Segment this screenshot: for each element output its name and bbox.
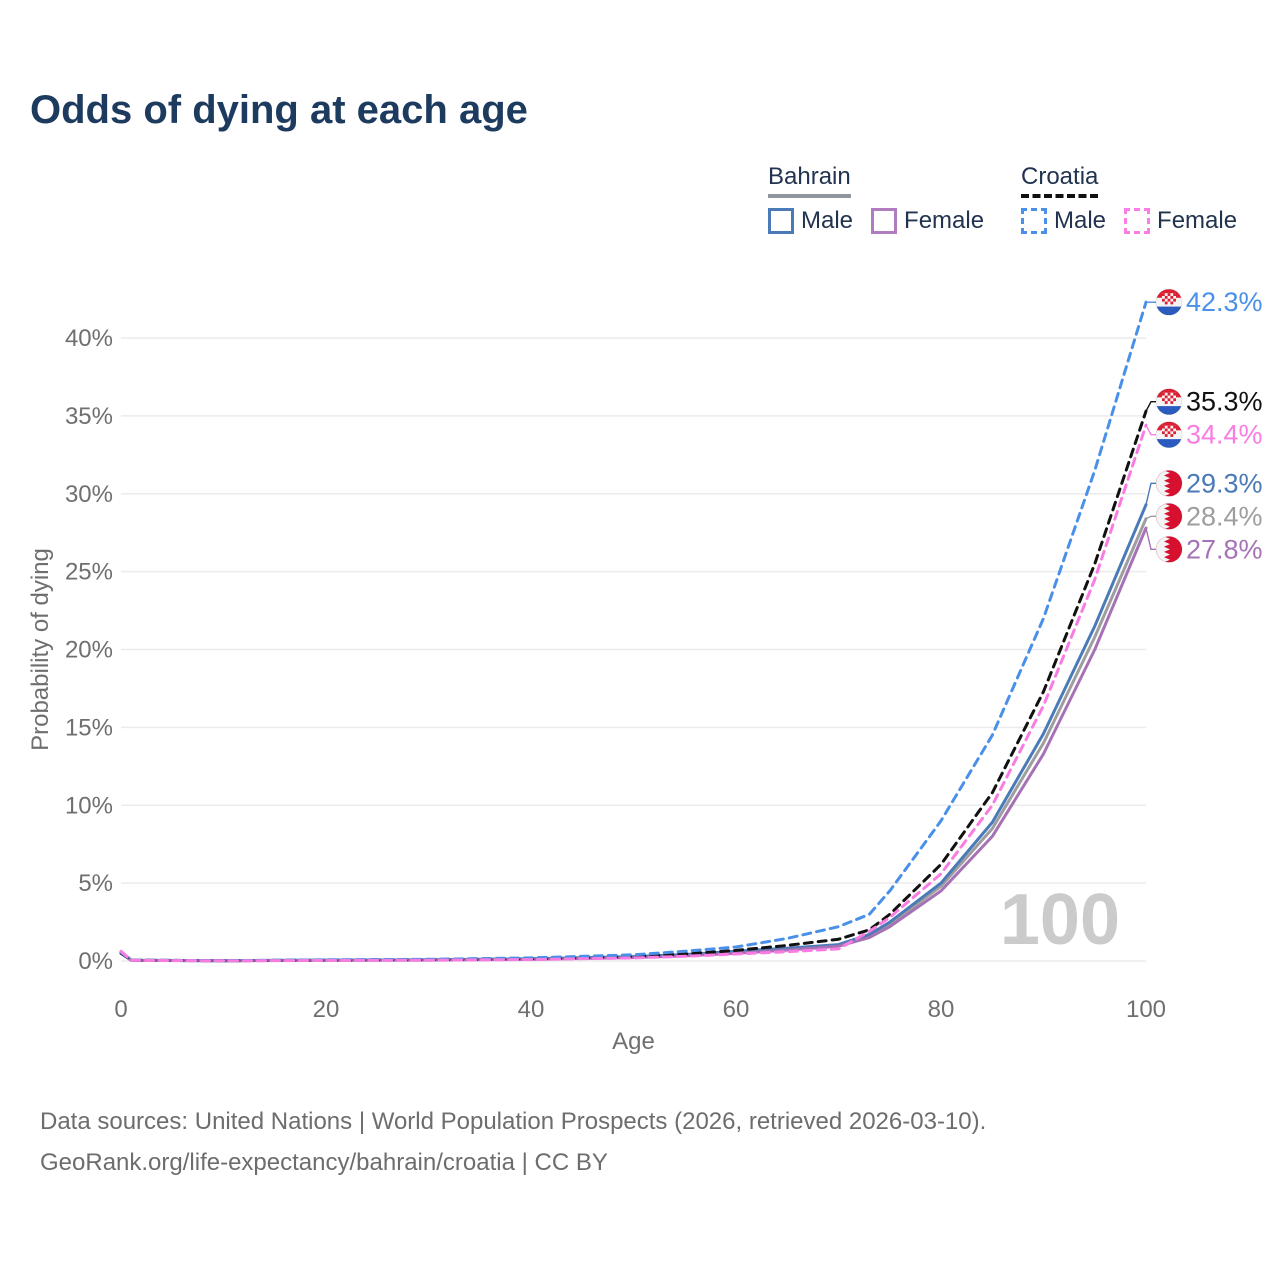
legend-item-croatia-male[interactable]: Male <box>1021 207 1106 235</box>
flag-croatia-icon <box>1155 388 1183 416</box>
x-axis-title: Age <box>612 1028 655 1055</box>
legend-group-bahrain: Bahrain Male Female <box>768 163 1002 235</box>
legend-header-bahrain[interactable]: Bahrain <box>768 163 851 198</box>
y-tick-label: 5% <box>78 870 113 897</box>
label-leader-line <box>1145 482 1156 505</box>
legend-row-croatia: Male Female <box>1021 207 1255 235</box>
flag-croatia-icon <box>1155 421 1183 449</box>
bahrain-female-swatch-icon <box>871 208 898 234</box>
x-tick-label: 0 <box>114 996 127 1023</box>
series-line-bahrain-total[interactable] <box>119 517 1148 963</box>
flag-bahrain-icon <box>1155 469 1183 497</box>
end-value-label: 27.8% <box>1186 534 1263 564</box>
end-value-label: 35.3% <box>1186 387 1263 417</box>
bahrain-male-swatch-icon <box>768 208 794 234</box>
data-sources-line: Data sources: United Nations | World Pop… <box>40 1108 987 1135</box>
y-tick-label: 25% <box>65 559 113 586</box>
label-leader-line <box>1145 401 1156 412</box>
legend-label-bahrain-male: Male <box>801 207 854 234</box>
x-tick-label: 100 <box>1126 996 1166 1023</box>
croatia-female-swatch-icon <box>1124 208 1151 234</box>
y-axis-title: Probability of dying <box>27 548 54 751</box>
end-value-label: 29.3% <box>1186 468 1263 498</box>
page-title: Odds of dying at each age <box>30 88 528 132</box>
y-tick-label: 10% <box>65 792 113 819</box>
flag-croatia-icon <box>1155 288 1183 316</box>
series-line-bahrain-female[interactable] <box>119 526 1148 963</box>
x-tick-label: 80 <box>928 996 955 1023</box>
legend-item-croatia-female[interactable]: Female <box>1124 207 1237 235</box>
x-tick-label: 20 <box>313 996 340 1023</box>
end-value-label: 34.4% <box>1186 420 1263 450</box>
y-tick-label: 20% <box>65 637 113 664</box>
flag-bahrain-icon <box>1155 535 1183 563</box>
y-tick-label: 15% <box>65 714 113 741</box>
footer: Data sources: United Nations | World Pop… <box>40 1101 986 1183</box>
legend-label-croatia-female: Female <box>1157 207 1238 234</box>
series-line-bahrain-male[interactable] <box>119 503 1148 963</box>
legend-item-bahrain-female[interactable]: Female <box>871 207 984 235</box>
x-tick-label: 60 <box>723 996 750 1023</box>
series-line-croatia-female[interactable] <box>119 423 1148 963</box>
legend-header-croatia[interactable]: Croatia <box>1021 163 1099 198</box>
x-tick-label: 40 <box>518 996 545 1023</box>
label-leader-line <box>1145 424 1156 436</box>
croatia-male-swatch-icon <box>1021 208 1047 234</box>
age-watermark: 100 <box>1000 880 1120 960</box>
legend-item-bahrain-male[interactable]: Male <box>768 207 853 235</box>
attribution-line: GeoRank.org/life-expectancy/bahrain/croa… <box>40 1149 608 1176</box>
y-tick-label: 30% <box>65 481 113 508</box>
label-leader-line <box>1145 527 1156 550</box>
y-tick-label: 35% <box>65 403 113 430</box>
y-tick-label: 0% <box>78 948 113 975</box>
series-line-croatia-male[interactable] <box>119 300 1148 963</box>
legend-label-croatia-male: Male <box>1054 207 1107 234</box>
end-value-label: 28.4% <box>1186 501 1263 531</box>
y-tick-label: 40% <box>65 325 113 352</box>
legend-row-bahrain: Male Female <box>768 207 1002 235</box>
flag-bahrain-icon <box>1155 502 1183 530</box>
end-value-label: 42.3% <box>1186 287 1263 317</box>
label-leader-line <box>1145 515 1156 520</box>
legend-group-croatia: Croatia Male Female <box>1021 163 1255 235</box>
legend-label-bahrain-female: Female <box>904 207 985 234</box>
